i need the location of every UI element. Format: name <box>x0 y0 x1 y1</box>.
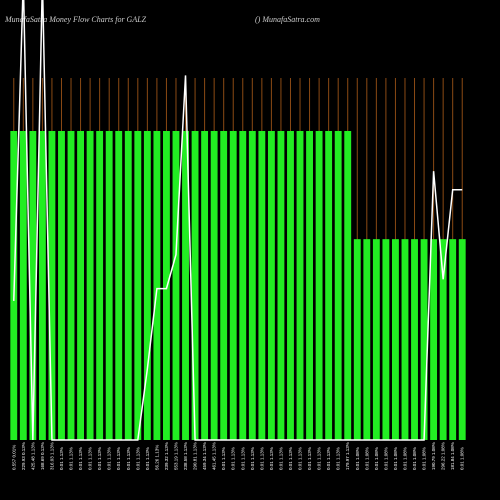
bar <box>86 131 94 440</box>
x-tick-label: 459.34 1.13% <box>202 442 207 470</box>
x-tick-label: 0.01 1.13% <box>259 447 264 470</box>
bar <box>401 239 409 440</box>
chart-title: MunafaSatra Money Flow Charts for GALZ <box>4 15 147 24</box>
x-tick-label: 0.01 1.08% <box>393 447 398 470</box>
x-tick-label: 316.03 1.13% <box>49 442 54 470</box>
x-tick-label: 0.01 1.08% <box>355 447 360 470</box>
x-tick-label: 290.81 1.13% <box>193 442 198 470</box>
x-tick-label: 0.01 1.13% <box>126 447 131 470</box>
bar <box>315 131 323 440</box>
bar <box>58 131 65 440</box>
bar <box>430 239 438 440</box>
x-tick-label: 0.01 1.13% <box>250 447 255 470</box>
x-tick-label: 229.93 0.13% <box>21 442 26 470</box>
bar <box>382 239 390 440</box>
x-tick-label: 553.19 1.13% <box>173 442 178 470</box>
bar <box>220 131 228 440</box>
x-tick-label: 0.01 1.13% <box>240 447 245 470</box>
bar <box>325 131 333 440</box>
x-tick-label: 190.79 1.08% <box>431 442 436 470</box>
bar <box>258 131 266 440</box>
x-tick-label: 0.557 0.01% <box>11 445 16 470</box>
bar <box>334 131 342 440</box>
x-tick-label: 0.01 1.13% <box>135 447 140 470</box>
x-tick-label: 0.01 1.13% <box>69 447 74 470</box>
x-tick-label: 0.01 1.13% <box>307 447 312 470</box>
bar <box>363 239 371 440</box>
bar <box>372 239 380 440</box>
bar <box>439 239 447 440</box>
bar <box>344 131 352 440</box>
bar <box>201 131 209 440</box>
bar <box>210 131 218 440</box>
bar <box>77 131 84 440</box>
bar <box>420 239 428 440</box>
bar <box>239 131 247 440</box>
bar <box>38 131 46 440</box>
x-tick-label: 0.01 1.13% <box>317 447 322 470</box>
x-tick-label: 168.69 0.13% <box>40 442 45 470</box>
bar <box>67 131 75 440</box>
bar <box>248 131 256 440</box>
x-tick-label: 425.48 1.13% <box>30 442 35 470</box>
x-tick-label: 0.01 1.08% <box>460 447 465 470</box>
x-tick-label: 0.01 1.13% <box>97 447 102 470</box>
bar <box>306 131 313 440</box>
bar <box>153 131 161 440</box>
bar <box>353 239 361 440</box>
bar <box>163 131 170 440</box>
x-tick-label: 181.84 1.08% <box>450 442 455 470</box>
x-tick-label: 0.01 1.08% <box>422 447 427 470</box>
bar <box>411 239 418 440</box>
x-tick-label: 0.01 1.13% <box>278 447 283 470</box>
price-line <box>13 0 463 441</box>
bar <box>287 131 294 440</box>
x-tick-label: 0.01 1.13% <box>78 447 83 470</box>
bar <box>229 131 237 440</box>
bar <box>191 131 199 440</box>
x-tick-label: 0.01 1.13% <box>231 447 236 470</box>
x-tick-label: 0.01 1.13% <box>221 447 226 470</box>
x-tick-label: 0.01 1.13% <box>326 447 331 470</box>
bar <box>296 131 304 440</box>
x-tick-label: 0.01 1.13% <box>145 447 150 470</box>
bar <box>115 131 123 440</box>
bar <box>267 131 275 440</box>
bar <box>182 131 189 440</box>
x-tick-label: 0.01 1.13% <box>336 447 341 470</box>
bar <box>143 131 151 440</box>
bar <box>392 239 399 440</box>
x-tick-label: 0.01 1.13% <box>298 447 303 470</box>
bar <box>449 239 457 440</box>
x-tick-label: 0.01 1.13% <box>88 447 93 470</box>
bar <box>29 131 37 440</box>
x-tick-label: 461.45 1.13% <box>212 442 217 470</box>
x-tick-label: 0.01 1.08% <box>364 447 369 470</box>
bar <box>277 131 285 440</box>
x-tick-label: 0.01 1.13% <box>59 447 64 470</box>
x-tick-label: 296.22 1.08% <box>441 442 446 470</box>
bar <box>458 239 466 440</box>
x-tick-label: 0.01 1.13% <box>116 447 121 470</box>
x-tick-label: 239.32 1.13% <box>164 442 169 470</box>
bar <box>19 131 27 440</box>
x-tick-label: 0.01 1.13% <box>288 447 293 470</box>
x-tick-label: 0.01 1.13% <box>269 447 274 470</box>
chart-subtitle: () MunafaSatra.com <box>255 15 320 24</box>
bar <box>96 131 104 440</box>
x-tick-label: 179.97 1.13% <box>345 442 350 470</box>
x-tick-label: 0.01 1.08% <box>412 447 417 470</box>
x-tick-label: 0.01 1.08% <box>383 447 388 470</box>
x-tick-label: 56.26 1.13% <box>154 445 159 470</box>
bar <box>124 131 132 440</box>
x-tick-label: 0.01 1.08% <box>402 447 407 470</box>
bar <box>105 131 113 440</box>
x-tick-label: 0.01 1.08% <box>374 447 379 470</box>
x-tick-label: 0.01 1.13% <box>107 447 112 470</box>
bar <box>48 131 56 440</box>
bar <box>134 131 142 440</box>
x-tick-label: 238.58 1.13% <box>183 442 188 470</box>
bar <box>172 131 180 440</box>
